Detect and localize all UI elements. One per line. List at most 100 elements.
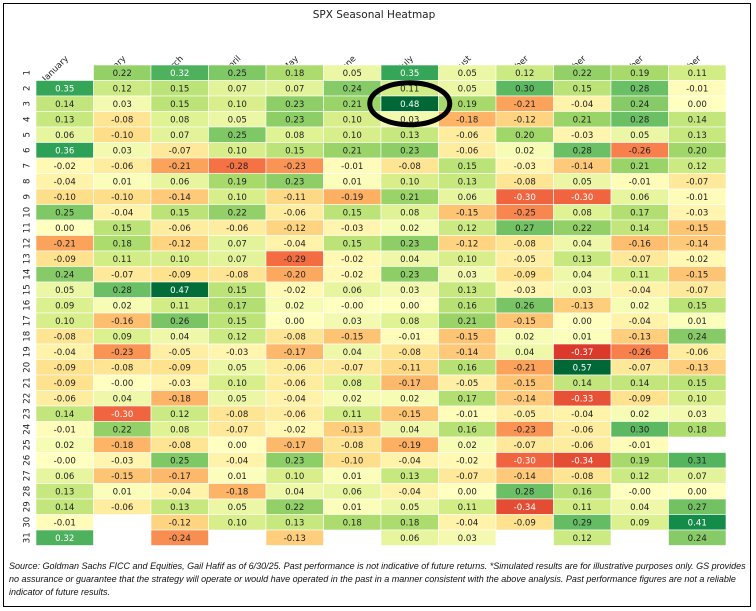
cell-value: -0.01 (54, 425, 76, 435)
cell-value: 0.13 (400, 472, 419, 482)
row-label: 21 (23, 377, 33, 388)
cell-value: 0.21 (458, 317, 477, 327)
cell-value: 0.15 (343, 208, 362, 218)
row-label: 6 (23, 148, 33, 153)
figure-frame: SPX Seasonal Heatmap JanuaryFebruaryMarc… (3, 3, 751, 607)
row-label: 20 (23, 362, 33, 373)
cell-value: 0.02 (400, 224, 419, 234)
cell-value: 0.02 (113, 301, 132, 311)
cell-value: 0.17 (458, 394, 477, 404)
cell-value: -0.04 (399, 456, 421, 466)
cell-value: 0.17 (630, 208, 649, 218)
cell-value: 0.05 (228, 115, 247, 125)
cell-value: -0.01 (686, 84, 708, 94)
cell-value: 0.24 (630, 100, 649, 110)
cell-value: -0.06 (456, 131, 478, 141)
heatmap-cell (265, 529, 324, 546)
cell-value: -0.02 (284, 286, 306, 296)
cell-value: -0.02 (686, 255, 708, 265)
cell-value: -0.07 (456, 472, 478, 482)
cell-value: 0.11 (113, 255, 132, 265)
cell-value: -0.12 (169, 239, 191, 249)
cell-value: 0.21 (343, 100, 362, 110)
cell-value: 0.06 (55, 472, 74, 482)
cell-value: 0.23 (285, 100, 304, 110)
cell-value: 0.06 (55, 131, 74, 141)
cell-value: 0.21 (630, 162, 649, 172)
cell-value: 0.03 (400, 115, 419, 125)
cell-value: -0.21 (514, 100, 536, 110)
cell-value: -0.21 (54, 239, 76, 249)
cell-value: 0.14 (688, 115, 707, 125)
cell-value: 0.10 (228, 379, 247, 389)
row-label: 24 (23, 424, 33, 435)
cell-value: 0.19 (630, 456, 649, 466)
cell-value: 0.02 (285, 301, 304, 311)
cell-value: -0.08 (514, 177, 536, 187)
highlight-ellipse (367, 80, 453, 128)
row-label: 29 (23, 501, 33, 512)
cell-value: -0.10 (111, 193, 133, 203)
cell-value: -0.08 (514, 239, 536, 249)
cell-value: 0.25 (55, 208, 74, 218)
cell-value: 0.09 (630, 518, 649, 528)
cell-value: 0.09 (55, 301, 74, 311)
cell-value: 0.03 (573, 286, 592, 296)
cell-value: 0.02 (515, 332, 534, 342)
cell-value: 0.27 (688, 503, 707, 513)
cell-value: -0.04 (284, 239, 306, 249)
cell-value: -0.12 (456, 239, 478, 249)
cell-value: 0.07 (688, 472, 707, 482)
cell-value: -0.00 (54, 456, 76, 466)
cell-value: -0.14 (169, 193, 191, 203)
cell-value: 0.03 (400, 286, 419, 296)
cell-value: 0.05 (228, 363, 247, 373)
cell-value: 0.03 (688, 410, 707, 420)
cell-value: -0.04 (571, 100, 593, 110)
cell-value: 0.08 (170, 425, 189, 435)
cell-value: 0.04 (400, 425, 419, 435)
cell-value: 0.17 (228, 301, 247, 311)
cell-value: -0.14 (571, 162, 593, 172)
cell-value: -0.05 (456, 379, 478, 389)
cell-value: -0.04 (54, 177, 76, 187)
cell-value: -0.06 (571, 441, 593, 451)
cell-value: 0.05 (573, 177, 592, 187)
cell-value: 0.32 (170, 69, 189, 79)
cell-value: -0.19 (399, 441, 421, 451)
cell-value: -0.20 (284, 270, 306, 280)
cell-value: -0.06 (686, 348, 708, 358)
cell-value: 0.15 (170, 100, 189, 110)
cell-value: 0.21 (573, 115, 592, 125)
source-caption: Source: Goldman Sachs FICC and Equities,… (9, 561, 746, 597)
cell-value: -0.34 (571, 456, 593, 466)
cell-value: -0.09 (169, 363, 191, 373)
cell-value: -0.13 (341, 425, 363, 435)
cell-value: -0.01 (341, 162, 363, 172)
cell-value: 0.12 (458, 224, 477, 234)
row-label: 1 (23, 70, 33, 75)
cell-value: 0.23 (400, 239, 419, 249)
cell-value: -0.18 (226, 487, 248, 497)
cell-value: -0.07 (686, 177, 708, 187)
cell-value: 0.31 (688, 456, 707, 466)
cell-value: 0.05 (343, 69, 362, 79)
cell-value: -0.11 (399, 363, 421, 373)
cell-value: 0.10 (228, 100, 247, 110)
cell-value: -0.17 (284, 441, 306, 451)
cell-value: 0.13 (688, 131, 707, 141)
cell-value: -0.21 (169, 162, 191, 172)
cell-value: -0.06 (111, 503, 133, 513)
cell-value: 0.23 (400, 270, 419, 280)
cell-value: -0.14 (456, 348, 478, 358)
cell-value: 0.11 (688, 69, 707, 79)
cell-value: 0.06 (630, 193, 649, 203)
cell-value: 0.10 (170, 255, 189, 265)
cell-value: 0.10 (55, 317, 74, 327)
cell-value: 0.15 (285, 146, 304, 156)
cell-value: 0.22 (113, 69, 132, 79)
cell-value: -0.04 (169, 487, 191, 497)
cell-value: 0.06 (343, 286, 362, 296)
heatmap-cell (150, 529, 209, 546)
cell-value: 0.28 (630, 84, 649, 94)
